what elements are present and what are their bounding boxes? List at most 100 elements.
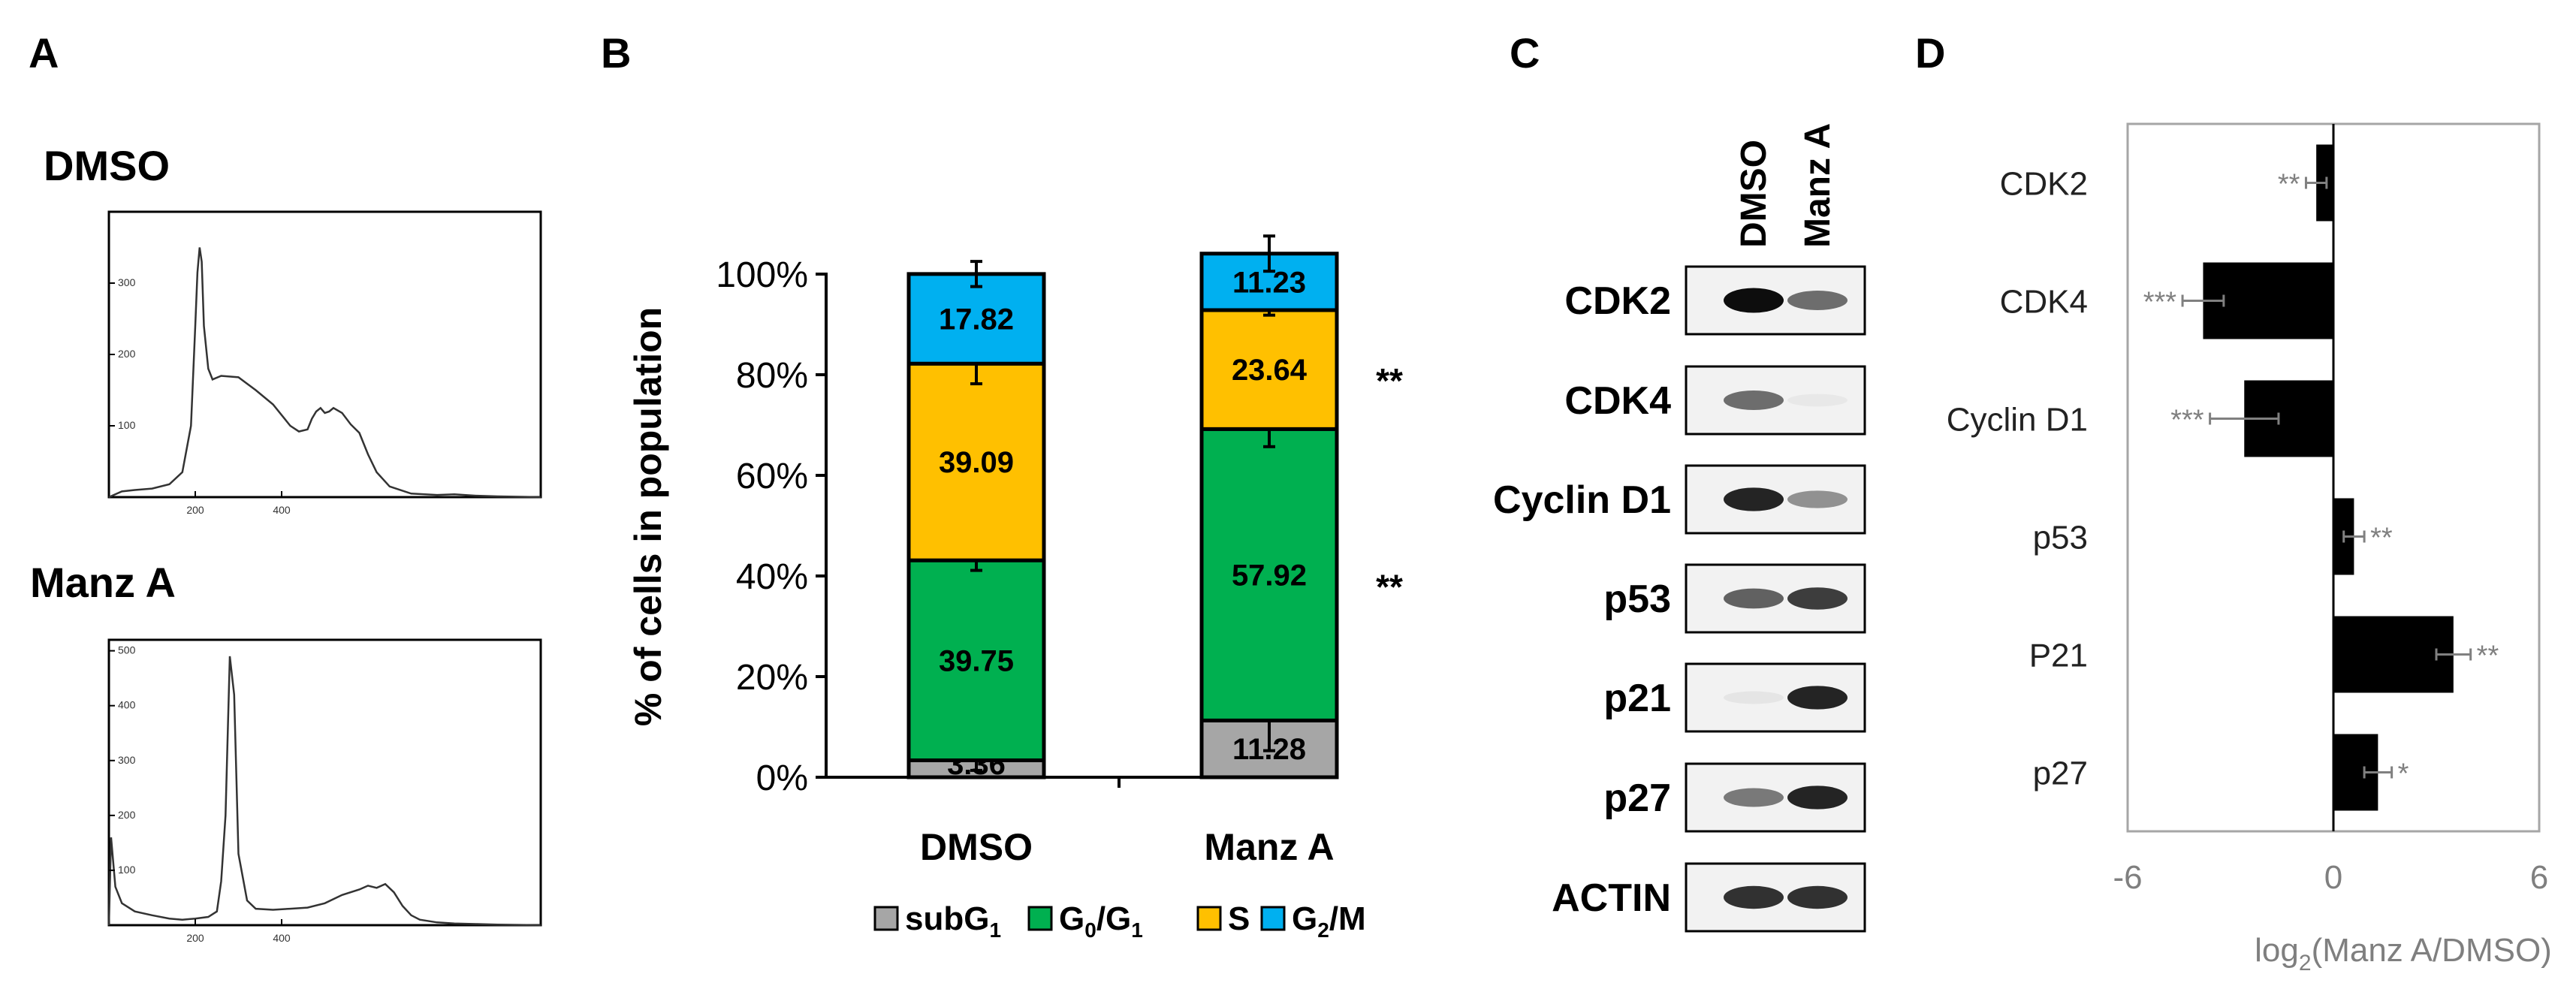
histogram-dmso-ytick-label: 300 [118, 276, 136, 288]
legend-label: G0/G1 [1059, 900, 1143, 942]
legend-swatch [1260, 906, 1286, 931]
legend-swatch [1027, 906, 1053, 931]
legend-label-sub2: 1 [1131, 918, 1143, 942]
legend-label-sub: 1 [989, 918, 1001, 942]
y-tick-label: 80% [736, 356, 808, 396]
blot-row-label: p21 [1603, 677, 1671, 720]
bar-value-label: 57.92 [1232, 559, 1307, 592]
bar-segment [1199, 308, 1339, 431]
blot-band [1787, 686, 1848, 710]
blot-band [1724, 588, 1784, 609]
hbar-significance: * [2398, 758, 2409, 790]
bar-value-label: 39.75 [939, 644, 1014, 677]
bar-segment [906, 558, 1046, 762]
bar-segment [906, 272, 1046, 366]
legend-label-main: G [1292, 900, 1317, 937]
hbar [2333, 616, 2454, 693]
blot-band [1787, 885, 1848, 909]
blot-row-label: Cyclin D1 [1493, 478, 1671, 522]
blot-band [1787, 785, 1848, 810]
panel-a: DMSO 300 200 100 200 400 Manz A 500 400 300 200… [30, 142, 542, 944]
lane-header: Manz A [1798, 123, 1838, 248]
significance-annotation: ** [1376, 568, 1403, 607]
histogram-manz-ytick-label: 400 [118, 699, 136, 711]
histogram-manz-ytick-label: 300 [118, 754, 136, 766]
hbar-category-label: P21 [2029, 638, 2088, 674]
bar-segment [906, 361, 1046, 562]
hbar-category-label: CDK2 [2000, 166, 2088, 203]
histogram-manz-xtick-label: 400 [273, 932, 291, 944]
x-tick-label: Manz A [1204, 826, 1334, 868]
stacked-bar-chart: 0%20%40%60%80%100%3.3639.7539.0917.82DMS… [716, 234, 1403, 868]
y-tick-label: 20% [736, 658, 808, 698]
hbar-xtick-label: 0 [2324, 859, 2342, 896]
histogram-dmso-xtick-label: 200 [186, 504, 204, 516]
hbar-significance: *** [2143, 287, 2177, 318]
significance-annotation: ** [1376, 361, 1403, 400]
hbar-category-label: CDK4 [2000, 284, 2088, 321]
legend-swatch [1196, 906, 1222, 931]
stacked-bar-legend: subG1 G0/G1 S G2/M [873, 900, 1366, 942]
horizontal-bar-chart: CDK2 ** CDK4 *** Cyclin D1 *** p53 ** P21 ** p27 * -… [1947, 124, 2548, 896]
histogram-dmso-ytick-label: 100 [118, 419, 136, 431]
hbar-xtick-label: -6 [2113, 859, 2142, 896]
bar-value-label: 39.09 [939, 446, 1014, 479]
legend-label: S [1228, 900, 1250, 937]
x-tick-label: DMSO [920, 826, 1033, 868]
blot-band [1724, 390, 1784, 410]
legend-label: G2/M [1292, 900, 1366, 942]
histogram-manz: 500 400 300 200 100 200 400 [107, 644, 541, 944]
histogram-dmso: 300 200 100 200 400 [108, 247, 541, 516]
histogram-dmso-trace [108, 247, 541, 499]
bar-value-label: 17.82 [939, 303, 1014, 336]
histogram-dmso-subtitle: DMSO [44, 142, 170, 189]
blot-band [1724, 691, 1784, 704]
hbar-category-label: Cyclin D1 [1947, 402, 2088, 439]
histogram-dmso-frame [107, 210, 542, 499]
blot-row-label: p53 [1603, 577, 1671, 621]
blot-band [1724, 487, 1784, 511]
blot-band [1787, 587, 1848, 610]
lane-header: DMSO [1734, 140, 1774, 248]
y-tick-label: 60% [736, 457, 808, 496]
histogram-manz-frame [107, 638, 542, 927]
blot-band [1724, 885, 1784, 909]
panel-d: CDK2 ** CDK4 *** Cyclin D1 *** p53 ** P21 ** p27 * -… [1947, 122, 2552, 975]
bar-value-label: 23.64 [1232, 354, 1308, 387]
histogram-manz-subtitle: Manz A [30, 559, 176, 606]
hbar-significance: *** [2170, 405, 2204, 436]
hbar [2203, 262, 2333, 339]
panel-letter-c: C [1510, 29, 1540, 77]
hbar-significance: ** [2370, 523, 2393, 554]
histogram-dmso-xtick-label: 400 [273, 504, 291, 516]
blot-band [1787, 490, 1848, 508]
blot-band [1787, 291, 1848, 310]
legend-label-main2: /G [1096, 900, 1131, 937]
hbar-category-label: p27 [2033, 755, 2088, 792]
legend-label-main: G [1059, 900, 1084, 937]
legend-label-main: subG [905, 900, 989, 937]
legend-label-main2: /M [1329, 900, 1366, 937]
panel-letter-b: B [601, 29, 631, 77]
legend-label: subG1 [905, 900, 1001, 942]
blot-row-label: CDK2 [1564, 279, 1671, 323]
blot-row-label: ACTIN [1552, 876, 1671, 920]
hbar-xlabel-rest: (Manz A/DMSO) [2312, 932, 2552, 969]
legend-label-sub: 0 [1084, 918, 1096, 942]
hbar-xlabel: log2(Manz A/DMSO) [2255, 932, 2552, 975]
histogram-manz-ytick-label: 100 [118, 864, 136, 876]
histogram-dmso-ytick-label: 200 [118, 348, 136, 360]
western-blot: DMSO Manz A CDK2 CDK4 Cyclin D1 p53 p21 p27 ACTI… [1493, 123, 1866, 933]
y-tick-label: 40% [736, 557, 808, 597]
blot-row-label: CDK4 [1564, 379, 1671, 423]
stacked-bar-ylabel: % of cells in population [627, 307, 669, 726]
legend-swatch [873, 906, 899, 931]
blot-row-label: p27 [1603, 776, 1671, 820]
panel-letter-a: A [29, 29, 59, 77]
blot-band [1724, 288, 1784, 313]
legend-label-main: S [1228, 900, 1250, 937]
hbar-category-label: p53 [2033, 520, 2088, 556]
hbar-xtick-label: 6 [2530, 859, 2548, 896]
hbar-xlabel-log: log [2255, 932, 2299, 969]
